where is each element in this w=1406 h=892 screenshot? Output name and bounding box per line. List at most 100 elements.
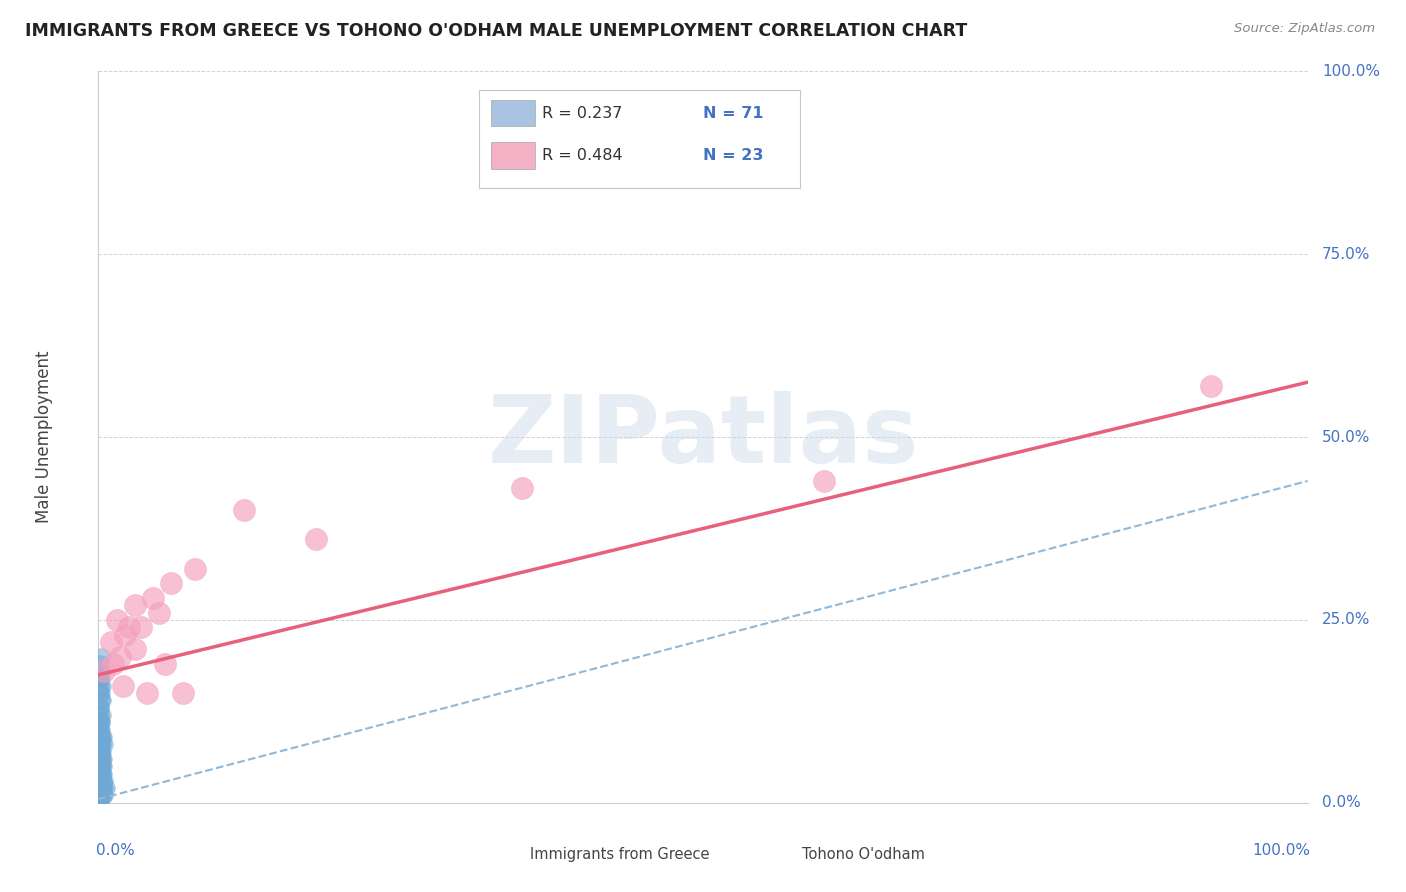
Point: [89, 796, 111, 810]
Point: [94, 781, 117, 796]
Point: [91, 708, 114, 723]
Point: [89, 766, 111, 780]
Point: [89, 664, 111, 678]
Point: [90, 773, 112, 788]
Text: 75.0%: 75.0%: [1322, 247, 1371, 261]
Text: 100.0%: 100.0%: [1251, 843, 1310, 858]
Text: N = 71: N = 71: [703, 105, 763, 120]
Point: [90, 693, 112, 707]
Point: [89, 745, 111, 759]
Point: [93, 789, 115, 803]
Text: R = 0.237: R = 0.237: [543, 105, 623, 120]
Point: [101, 657, 124, 671]
Text: 0.0%: 0.0%: [96, 843, 135, 858]
Text: Male Unemployment: Male Unemployment: [35, 351, 53, 524]
Text: 100.0%: 100.0%: [1322, 64, 1381, 78]
Point: [89, 789, 111, 803]
Point: [305, 533, 328, 547]
Point: [89, 686, 111, 700]
FancyBboxPatch shape: [479, 90, 800, 188]
Text: 50.0%: 50.0%: [1322, 430, 1371, 444]
Point: [87, 781, 110, 796]
Point: [510, 481, 533, 495]
Text: Tohono O'odham: Tohono O'odham: [803, 847, 925, 862]
Point: [89, 657, 111, 671]
Point: [90, 649, 112, 664]
Point: [89, 700, 111, 714]
Point: [91, 773, 114, 788]
Point: [135, 686, 157, 700]
Point: [148, 606, 170, 620]
Text: 0.0%: 0.0%: [1322, 796, 1361, 810]
FancyBboxPatch shape: [492, 100, 534, 127]
Text: IMMIGRANTS FROM GREECE VS TOHONO O'ODHAM MALE UNEMPLOYMENT CORRELATION CHART: IMMIGRANTS FROM GREECE VS TOHONO O'ODHAM…: [25, 22, 967, 40]
Point: [91, 766, 114, 780]
Point: [91, 789, 114, 803]
Point: [100, 635, 122, 649]
Point: [90, 737, 112, 751]
Point: [93, 781, 115, 796]
Point: [90, 723, 112, 737]
Point: [91, 759, 114, 773]
Point: [90, 737, 112, 751]
Point: [142, 591, 165, 605]
Point: [108, 649, 131, 664]
Point: [90, 789, 112, 803]
Point: [91, 773, 114, 788]
Point: [90, 781, 112, 796]
Point: [89, 752, 111, 766]
Point: [90, 773, 112, 788]
Point: [89, 773, 111, 788]
Point: [129, 620, 152, 634]
Point: [89, 700, 111, 714]
Point: [124, 599, 146, 613]
Point: [91, 693, 114, 707]
Point: [91, 730, 114, 744]
Point: [91, 679, 114, 693]
Point: [91, 745, 114, 759]
Point: [91, 737, 114, 751]
Point: [153, 657, 176, 671]
Point: [90, 715, 112, 730]
Point: [232, 503, 254, 517]
Point: [91, 766, 114, 780]
Point: [90, 672, 112, 686]
Point: [90, 752, 112, 766]
Point: [89, 723, 111, 737]
Point: [90, 715, 112, 730]
Point: [124, 642, 146, 657]
Point: [90, 766, 112, 780]
Point: [89, 730, 111, 744]
Point: [111, 679, 134, 693]
Point: [89, 759, 111, 773]
Point: [89, 737, 111, 751]
Text: Immigrants from Greece: Immigrants from Greece: [530, 847, 710, 862]
Text: 25.0%: 25.0%: [1322, 613, 1371, 627]
Point: [91, 789, 114, 803]
Point: [93, 664, 115, 678]
FancyBboxPatch shape: [492, 143, 534, 169]
Point: [91, 781, 114, 796]
Point: [91, 730, 114, 744]
Point: [87, 796, 110, 810]
Point: [172, 686, 194, 700]
Point: [91, 789, 114, 803]
Point: [91, 781, 114, 796]
Point: [184, 562, 207, 576]
Point: [89, 679, 111, 693]
Point: [91, 759, 114, 773]
Point: [105, 613, 128, 627]
Point: [160, 576, 183, 591]
FancyBboxPatch shape: [755, 842, 799, 866]
Point: [90, 664, 112, 678]
Point: [1199, 379, 1222, 393]
Point: [90, 686, 112, 700]
Point: [91, 752, 114, 766]
Point: [87, 789, 110, 803]
Text: ZIPatlas: ZIPatlas: [488, 391, 918, 483]
Point: [114, 627, 136, 641]
Point: [91, 752, 114, 766]
FancyBboxPatch shape: [482, 842, 526, 866]
Point: [90, 730, 112, 744]
Point: [118, 620, 141, 634]
